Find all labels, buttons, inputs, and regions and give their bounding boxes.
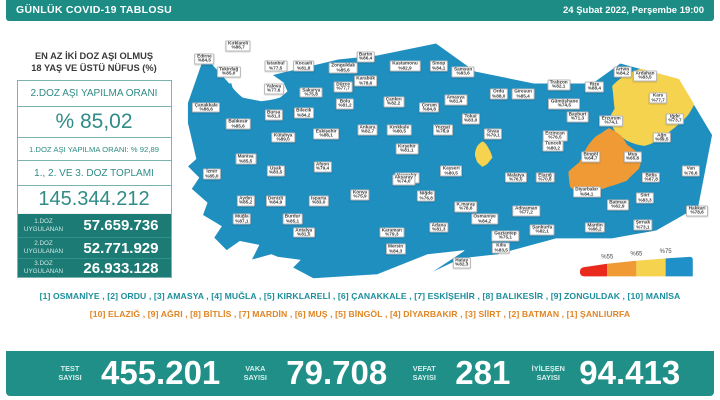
svg-text:%75: %75	[660, 249, 673, 255]
svg-text:%55: %55	[601, 255, 614, 261]
svg-text:%65: %65	[630, 252, 643, 258]
